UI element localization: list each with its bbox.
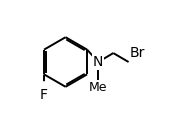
Text: N: N — [93, 55, 103, 69]
Text: Br: Br — [129, 46, 145, 60]
Text: Me: Me — [89, 81, 107, 93]
Text: F: F — [40, 89, 48, 102]
